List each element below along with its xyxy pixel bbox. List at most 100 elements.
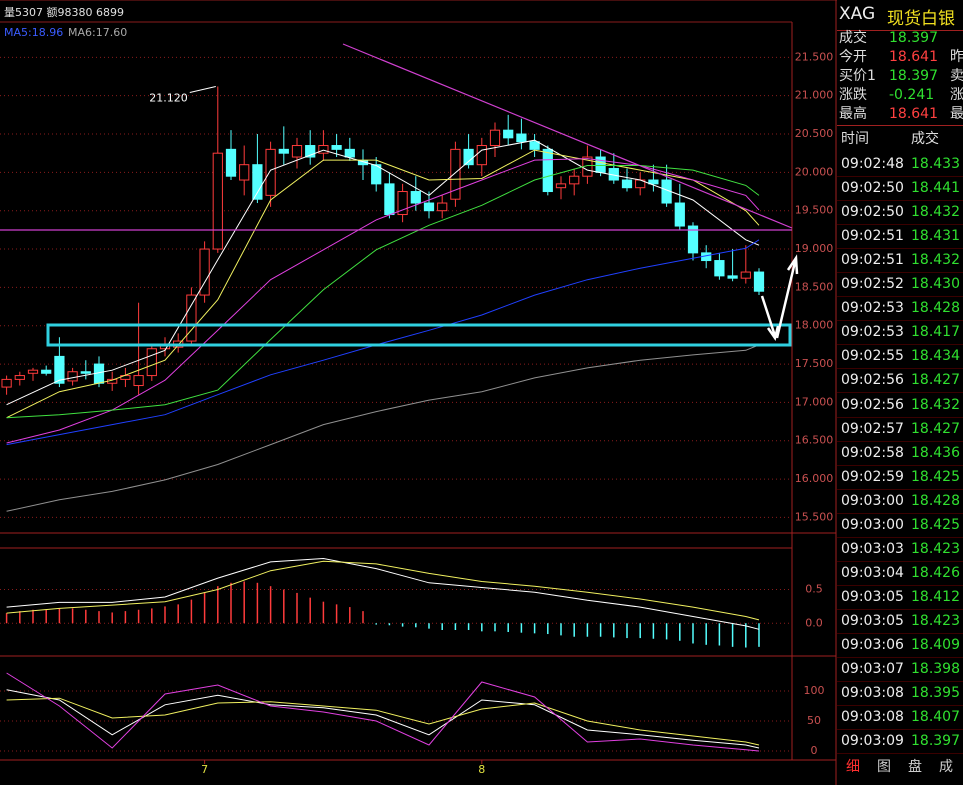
candle-body [463, 148, 474, 166]
tick-row: 09:02:57 18.427 [837, 417, 963, 442]
tick-row: 09:02:53 18.417 [837, 320, 963, 346]
quote-row: 涨跌 -0.241 涨 [837, 86, 963, 105]
tick-row: 09:02:50 18.441 [837, 176, 963, 202]
candle-body [569, 175, 580, 185]
tick-price: 18.395 [911, 685, 960, 702]
tick-time: 09:02:59 [841, 468, 904, 485]
tick-row: 09:03:03 18.423 [837, 537, 963, 562]
tick-row: 09:02:50 18.432 [837, 200, 963, 226]
tick-time: 09:02:53 [841, 300, 904, 317]
quote-value: 18.641 [889, 106, 938, 122]
tick-row: 09:02:48 18.433 [837, 152, 963, 177]
candle-body [54, 355, 65, 384]
quote-label: 成交 [839, 30, 867, 46]
candle-body [186, 294, 197, 342]
quote-value: 18.641 [889, 49, 938, 65]
candle-body [542, 148, 553, 193]
tick-time: 09:03:09 [841, 733, 904, 750]
tick-row: 09:02:56 18.432 [837, 393, 963, 418]
y-tick-label: 17.000 [795, 395, 834, 408]
tick-price: 18.433 [911, 156, 960, 172]
y-tick-label: 20.000 [795, 165, 834, 178]
data-layer: 21.500 21.000 20.500 20.000 19.500 19.000 18.5… [0, 26, 833, 776]
tick-price: 18.430 [911, 276, 960, 293]
y-tick-label: 18.500 [795, 280, 834, 293]
y-tick-label: 21.500 [795, 50, 834, 63]
tick-time: 09:03:00 [841, 516, 904, 533]
candle-body [146, 348, 157, 377]
tick-price: 18.428 [911, 300, 960, 317]
tick-price: 18.412 [911, 588, 960, 605]
tick-time: 09:02:50 [841, 204, 904, 221]
quote-label: 最高 [839, 106, 867, 122]
candle-body [450, 148, 461, 200]
quote-label: 买价1 [839, 68, 876, 84]
tick-price: 18.425 [911, 468, 960, 485]
tab[interactable]: 细 [846, 759, 860, 775]
candle-body [621, 179, 633, 189]
indicator-line [6, 560, 760, 621]
candle-body [529, 141, 540, 150]
tab[interactable]: 图 [877, 759, 891, 775]
tick-time: 09:02:51 [841, 252, 904, 269]
legend-entry: MA6:17.60 [68, 26, 127, 39]
candle-body [397, 191, 408, 216]
tick-time: 09:02:58 [841, 444, 904, 461]
annotation: 21.120 [149, 91, 188, 104]
candle-body [291, 145, 303, 158]
tick-row: 09:02:51 18.432 [837, 248, 963, 274]
tick-row: 09:02:52 18.430 [837, 272, 963, 298]
divider [837, 30, 963, 31]
tick-price: 18.423 [911, 540, 960, 557]
candle-body [133, 375, 144, 387]
candle-body [344, 148, 355, 158]
quote-row: 成交 18.397 [837, 29, 963, 48]
tick-price: 18.425 [911, 516, 960, 533]
tick-time: 09:03:00 [841, 492, 904, 509]
tick-row: 09:03:04 18.426 [837, 561, 963, 586]
y-tick-label: 21.000 [795, 89, 834, 102]
tick-row: 09:03:07 18.398 [837, 657, 963, 683]
indicator-line [6, 672, 760, 752]
candle-body [318, 145, 329, 154]
y-tick-label: 0 [811, 744, 818, 757]
frame [0, 0, 837, 785]
tick-time: 09:03:06 [841, 637, 904, 653]
quote-row: 今开 18.641 昨 [837, 48, 963, 67]
tab[interactable]: 成 [939, 759, 953, 775]
y-tick-label: 0.5 [805, 583, 823, 596]
y-tick-label: 16.500 [795, 434, 834, 447]
tick-price: 18.427 [911, 420, 960, 437]
tick-price: 18.432 [911, 204, 960, 221]
tick-row: 09:03:05 18.423 [837, 609, 963, 634]
candle-body [740, 271, 751, 279]
candle-body [423, 202, 435, 212]
candle-body [14, 375, 25, 380]
indicator-line [6, 165, 760, 419]
tick-time: 09:03:05 [841, 612, 904, 629]
tab[interactable]: 盘 [908, 759, 922, 775]
tick-row: 09:02:55 18.434 [837, 344, 963, 370]
tick-time: 09:03:08 [841, 685, 904, 702]
candle-body [410, 191, 421, 204]
chart-area: 量5307 额98380 6899 21.500 21.000 20.500 20.0… [0, 0, 837, 785]
y-tick-label: 100 [804, 684, 825, 697]
quote-side-label: 昨 [950, 49, 963, 65]
candle-body [331, 145, 342, 150]
tick-time: 09:03:04 [841, 564, 904, 581]
candle-body [278, 148, 289, 154]
indicator-line [6, 139, 760, 406]
tick-row: 09:03:06 18.409 [837, 633, 963, 658]
quote-panel: XAG 现货白银 成交 18.397 今开 18.641 昨买价1 18.397 卖涨跌 -0… [837, 0, 963, 785]
x-tick-label: 8 [478, 763, 485, 776]
instrument-name: 现货白银 [887, 9, 955, 29]
indicator-line [6, 689, 760, 749]
candle-body [41, 369, 52, 374]
candle-body [687, 225, 699, 254]
drawings [0, 43, 799, 347]
candle-body [239, 164, 250, 181]
candle-body [27, 369, 39, 374]
symbol: XAG [839, 4, 876, 24]
candle-body [648, 179, 659, 185]
